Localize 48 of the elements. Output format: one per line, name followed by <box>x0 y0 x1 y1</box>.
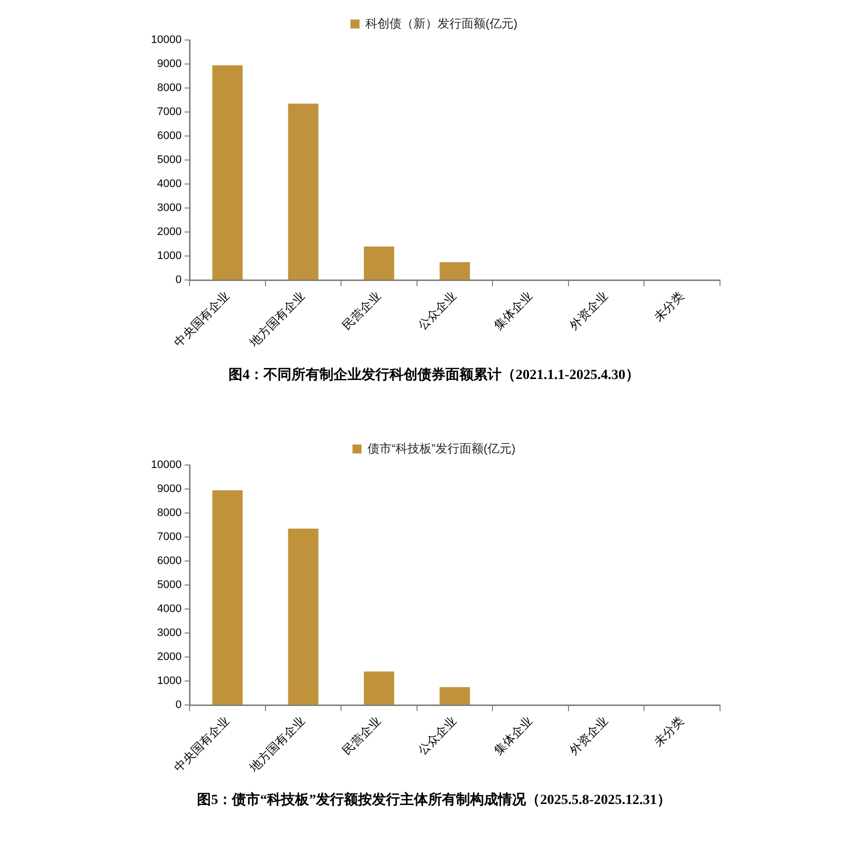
y-tick-label: 8000 <box>157 507 182 520</box>
y-tick-label: 0 <box>175 274 182 286</box>
y-tick-label: 10000 <box>150 459 182 472</box>
x-tick-label: 民营企业 <box>340 288 384 333</box>
y-tick-label: 2000 <box>157 226 182 238</box>
y-tick-label: 3000 <box>157 202 182 214</box>
y-tick-label: 8000 <box>157 82 182 94</box>
bar <box>288 528 318 705</box>
bar <box>212 65 243 280</box>
bar <box>440 262 470 280</box>
y-tick-label: 0 <box>175 699 182 712</box>
y-tick-label: 9000 <box>157 58 182 70</box>
y-tick-label: 10000 <box>150 34 182 46</box>
x-tick-label: 未分类 <box>651 714 687 750</box>
y-tick-label: 2000 <box>157 651 182 664</box>
y-tick-label: 4000 <box>157 178 182 190</box>
text: 图5：债市“科技板”发行额按发行主体所有制构成情况（2025.5.8-2025.12.31） <box>197 791 671 808</box>
x-tick-label: 外资企业 <box>566 714 611 758</box>
bar <box>364 671 394 705</box>
y-tick-label: 5000 <box>157 154 182 166</box>
x-tick-label: 中央国有企业 <box>171 288 232 350</box>
y-tick-label: 5000 <box>157 579 182 592</box>
x-tick-label: 集体企业 <box>491 714 536 758</box>
bar <box>288 104 318 280</box>
bar <box>440 687 470 705</box>
legend-label: 科创债（新）发行面额(亿元) <box>366 16 518 30</box>
y-tick-label: 3000 <box>157 627 182 640</box>
y-tick-label: 1000 <box>157 675 182 688</box>
legend-label: 债市“科技板”发行面额(亿元) <box>368 441 516 456</box>
y-tick-label: 9000 <box>157 483 182 496</box>
text: 图4：不同所有制企业发行科创债券面额累计（2021.1.1-2025.4.30） <box>228 366 640 384</box>
y-tick-label: 7000 <box>157 531 182 544</box>
y-tick-label: 1000 <box>157 250 182 262</box>
x-tick-label: 公众企业 <box>415 288 460 333</box>
x-tick-label: 公众企业 <box>415 714 460 758</box>
bar <box>212 490 243 705</box>
x-tick-label: 外资企业 <box>566 288 611 333</box>
y-tick-label: 6000 <box>157 130 182 142</box>
bar <box>364 246 394 280</box>
y-tick-label: 6000 <box>157 555 182 568</box>
y-tick-label: 4000 <box>157 603 182 616</box>
x-tick-label: 民营企业 <box>340 714 384 758</box>
x-tick-label: 集体企业 <box>491 288 536 333</box>
x-tick-label: 地方国有企业 <box>246 288 308 350</box>
y-tick-label: 7000 <box>157 106 182 118</box>
x-tick-label: 中央国有企业 <box>171 714 232 775</box>
x-tick-label: 地方国有企业 <box>246 714 308 776</box>
x-tick-label: 未分类 <box>651 288 687 324</box>
